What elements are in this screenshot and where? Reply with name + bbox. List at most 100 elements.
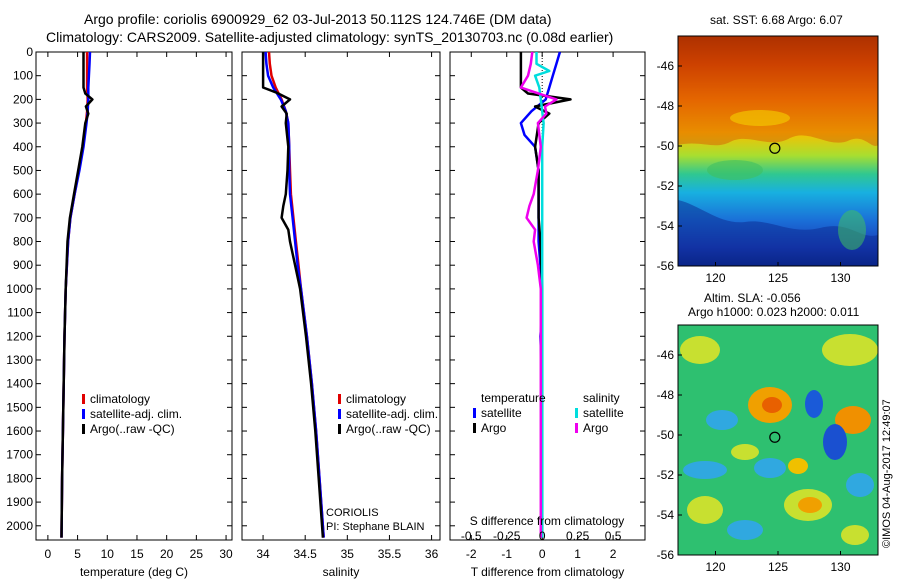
- legend-label: Argo(..raw -QC): [346, 422, 431, 436]
- series-line-argo: [519, 51, 558, 538]
- sst-map: [678, 36, 878, 266]
- series-line-argo-raw-qc-: [60, 52, 94, 538]
- map-y-tick-label: -56: [657, 259, 675, 273]
- x2-tick-label: -0.5: [461, 529, 482, 543]
- map-y-tick-label: -52: [657, 179, 675, 193]
- y-tick-label: 1800: [6, 471, 33, 485]
- sst-map-title: sat. SST: 6.68 Argo: 6.07: [710, 13, 843, 27]
- legend-swatch: [82, 409, 85, 419]
- legend-label: climatology: [90, 392, 150, 406]
- legend-label: satellite: [583, 406, 624, 420]
- sst-map-yellow-patch: [730, 110, 790, 126]
- y-tick-label: 600: [13, 187, 33, 201]
- legend-swatch: [575, 423, 578, 433]
- y-tick-label: 2000: [6, 519, 33, 533]
- sst-map-green-patch: [838, 210, 866, 250]
- map-y-tick-label: -48: [657, 99, 675, 113]
- salinity-panel: 34 34.5 35 35.5 36 salinity climatologysatelli…: [241, 51, 441, 579]
- plot-frame: [241, 51, 441, 541]
- salinity-annotation: CORIOLIS: [326, 507, 379, 519]
- y-tick-label: 400: [13, 140, 33, 154]
- legend-label: climatology: [346, 392, 406, 406]
- x-tick-label: 25: [190, 547, 204, 561]
- x-tick-label: 35.5: [378, 547, 402, 561]
- sla-map-blob: [680, 336, 720, 364]
- difference-panel: -2 -1 0 1 2 T difference from climatology temp…: [449, 51, 646, 579]
- sla-map-blob: [788, 458, 808, 474]
- x-tick-label: 2: [610, 547, 617, 561]
- legend-swatch: [473, 423, 476, 433]
- y-tick-label: 1500: [6, 400, 33, 414]
- plot-frame: [449, 51, 646, 541]
- series-line-argo: [519, 52, 572, 538]
- legend-label: Argo(..raw -QC): [90, 422, 175, 436]
- y-tick-label: 1900: [6, 495, 33, 509]
- x-tick-label: 36: [425, 547, 439, 561]
- x-tick-label: 1: [574, 547, 581, 561]
- sla-map-blob: [822, 334, 878, 366]
- series-line-climatology: [267, 51, 325, 538]
- map-x-tick-label: 125: [768, 560, 788, 574]
- x-axis-label: salinity: [323, 565, 360, 579]
- x-tick-label: 20: [160, 547, 174, 561]
- x-tick-label: -1: [501, 547, 512, 561]
- x-axis-label: T difference from climatology: [471, 565, 625, 579]
- x-tick-label: 0: [45, 547, 52, 561]
- x-tick-label: 0: [539, 547, 546, 561]
- legend-swatch: [82, 394, 85, 404]
- sla-map-blob: [846, 473, 874, 497]
- x2-tick-label: 0.5: [605, 529, 622, 543]
- argo-position-marker: [769, 142, 781, 154]
- y-tick-label: 800: [13, 235, 33, 249]
- sst-map-axes: 120 125 130 -46 -48 -50 -52 -54 -56: [657, 59, 851, 285]
- temperature-panel: 0100200300400500600700800900100011001200…: [6, 45, 233, 579]
- sla-map-blob: [841, 525, 869, 545]
- y-tick-label: 1100: [7, 306, 33, 320]
- x-tick-label: 35: [341, 547, 355, 561]
- title-line-2: Climatology: CARS2009. Satellite-adjuste…: [46, 29, 613, 45]
- map-y-tick-label: -46: [657, 348, 675, 362]
- legend-swatch: [338, 409, 341, 419]
- y-tick-label: 0: [26, 45, 33, 59]
- sla-map-blob: [805, 390, 823, 418]
- y-tick-label: 1400: [6, 377, 33, 391]
- sla-map-blob: [731, 444, 759, 460]
- legend-label: Argo: [481, 421, 507, 435]
- x-tick-label: 15: [130, 547, 144, 561]
- sla-map-title: Altim. SLA: -0.056: [704, 291, 801, 305]
- map-y-tick-label: -50: [657, 428, 675, 442]
- x2-tick-label: 0.25: [566, 529, 590, 543]
- sla-map-blob: [754, 458, 786, 478]
- legend-swatch: [338, 424, 341, 434]
- legend-label: satellite-adj. clim.: [346, 407, 438, 421]
- map-x-tick-label: 120: [705, 560, 725, 574]
- map-y-tick-label: -50: [657, 139, 675, 153]
- sst-map-cold-pool: [678, 200, 878, 266]
- y-tick-label: 900: [13, 258, 33, 272]
- map-y-tick-label: -56: [657, 548, 675, 562]
- plot-frame: [35, 51, 233, 541]
- y-tick-label: 700: [13, 211, 33, 225]
- legend-label: Argo: [583, 421, 609, 435]
- sla-map-blob: [706, 410, 738, 430]
- x-tick-label: 5: [74, 547, 81, 561]
- map-x-tick-label: 120: [705, 271, 725, 285]
- sst-map-warm-front: [678, 36, 878, 146]
- y-tick-label: 200: [13, 92, 33, 106]
- series-line-satellite: [533, 52, 551, 538]
- x2-tick-label: 0: [539, 529, 546, 543]
- sla-map-axes: 120 125 130 -46 -48 -50 -52 -54 -56: [657, 348, 851, 574]
- x2-axis-label: S difference from climatology: [470, 514, 625, 528]
- sla-map-blob: [687, 496, 723, 524]
- sla-map-blob: [823, 424, 847, 460]
- y-tick-label: 1700: [6, 448, 33, 462]
- series-line-argo-raw-qc-: [261, 52, 325, 538]
- x-tick-label: 30: [219, 547, 233, 561]
- map-x-tick-label: 130: [830, 560, 850, 574]
- y-tick-label: 1200: [6, 329, 33, 343]
- sla-map-blob: [798, 497, 822, 513]
- x-tick-label: -2: [466, 547, 477, 561]
- legend-swatch: [473, 408, 476, 418]
- sla-map-blob: [835, 406, 871, 434]
